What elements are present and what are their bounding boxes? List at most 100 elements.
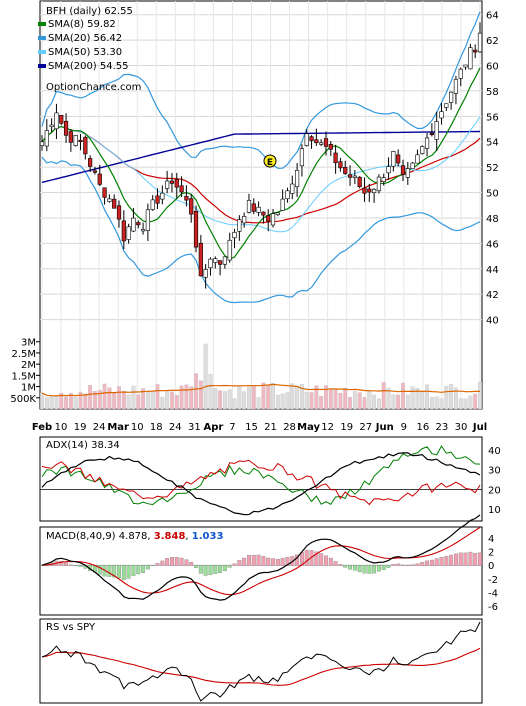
candlestick — [477, 22, 483, 53]
volume-bar — [203, 343, 208, 410]
candle-body — [372, 188, 377, 193]
candlestick — [396, 149, 401, 167]
candlestick — [266, 209, 271, 232]
candlestick — [367, 183, 372, 202]
legend-items: SMA(8) 59.82 SMA(20) 56.42 SMA(50) 53.30 SM… — [38, 19, 129, 72]
candle-body — [227, 239, 232, 261]
volume-bar — [280, 393, 285, 410]
volume-tick-label: 2M — [21, 360, 36, 371]
volume-bar — [391, 394, 396, 410]
volume-bar — [112, 392, 117, 410]
macd-histogram-bar — [78, 565, 83, 567]
candlestick — [319, 139, 324, 147]
candlestick — [63, 113, 69, 143]
candlestick — [217, 260, 223, 276]
volume-bar — [237, 385, 242, 410]
date-tick-label: 27 — [359, 422, 372, 433]
volume-tick-label: 3M — [21, 338, 36, 349]
volume-bar — [92, 391, 97, 410]
volume-bar — [97, 390, 102, 410]
candle-body — [73, 134, 78, 146]
volume-bar — [73, 397, 78, 410]
volume-bar — [420, 392, 425, 410]
volume-bar — [78, 391, 83, 410]
macd-histogram-bar — [68, 564, 73, 566]
candlestick — [107, 194, 112, 203]
price-series — [41, 11, 481, 304]
volume-bar — [189, 386, 194, 410]
candlestick — [97, 164, 102, 186]
price-tick-label: 64 — [486, 11, 499, 22]
candlestick — [429, 123, 434, 137]
volume-bar — [251, 385, 256, 410]
volume-bar — [328, 389, 333, 410]
candle-body — [294, 170, 300, 188]
candlestick — [347, 165, 353, 186]
candlestick — [386, 157, 391, 180]
candle-body — [256, 206, 261, 213]
candlestick — [131, 208, 136, 233]
candle-body — [78, 139, 83, 142]
volume-bar — [141, 388, 146, 410]
candle-body — [415, 154, 420, 164]
candlestick — [458, 67, 463, 87]
candle-body — [203, 269, 208, 278]
macd-histogram-bar — [352, 565, 357, 571]
macd-histogram-bar — [473, 552, 478, 566]
date-tick-label: 30 — [455, 422, 468, 433]
candle-body — [217, 260, 223, 265]
macd-histogram-bar — [97, 565, 102, 575]
sma200-line — [41, 130, 481, 184]
macd-histogram-bar — [174, 557, 179, 566]
candle-body — [400, 165, 406, 175]
date-tick-label: 24 — [169, 422, 182, 433]
volume-bar — [348, 397, 352, 410]
candle-body — [468, 47, 473, 70]
earnings-marker-label: E — [267, 158, 273, 168]
legend-swatch — [38, 22, 46, 26]
candle-body — [362, 187, 367, 194]
candle-body — [155, 195, 160, 204]
volume-bar — [381, 382, 386, 410]
macd-histogram-bar — [367, 565, 372, 574]
macd-histogram-bar — [328, 557, 333, 566]
price-axis-labels: 40 42 44 46 48 50 52 54 56 58 60 62 64 — [486, 11, 499, 327]
candle-body — [299, 148, 305, 167]
candlestick — [463, 64, 468, 70]
candlestick — [275, 212, 280, 217]
volume-bar — [165, 390, 170, 410]
macd-histogram-bar — [213, 565, 218, 574]
volume-bar — [184, 384, 189, 410]
candle-body — [136, 222, 141, 226]
volume-bars — [40, 343, 482, 410]
macd-histogram-bar — [333, 561, 338, 566]
candlestick — [44, 119, 49, 152]
macd-histogram-bar — [429, 559, 434, 566]
volume-bar — [324, 385, 328, 410]
candlestick — [343, 160, 348, 175]
volume-bar — [59, 393, 64, 410]
macd-histogram-bar — [319, 553, 324, 566]
candlestick — [227, 232, 232, 263]
date-tick-label: 18 — [150, 422, 163, 433]
volume-bar — [102, 383, 107, 410]
date-tick-label: 10 — [131, 422, 144, 433]
macd-histogram-bar — [391, 564, 396, 566]
adx-tick-label: 10 — [488, 505, 501, 516]
candlestick — [140, 222, 146, 235]
macd-tick-label: 2 — [488, 548, 494, 559]
candle-body — [386, 166, 391, 174]
candlestick — [473, 44, 478, 59]
date-tick-label: Apr — [203, 422, 223, 433]
candlestick — [261, 211, 266, 224]
candlestick — [304, 129, 309, 147]
candlestick — [285, 187, 290, 203]
volume-bar — [179, 385, 184, 410]
rs-line — [41, 621, 481, 702]
candle-body — [150, 199, 155, 210]
adx-plus-di-line — [41, 445, 481, 506]
volume-bar — [136, 394, 141, 410]
date-tick-label: 7 — [229, 422, 235, 433]
macd-histogram-bar — [357, 565, 362, 573]
candle-body — [222, 256, 228, 265]
